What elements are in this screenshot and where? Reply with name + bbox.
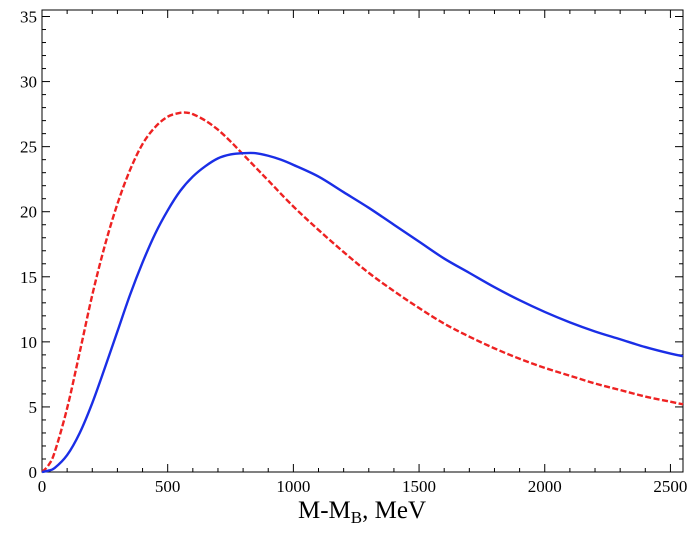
x-tick-label: 2000 xyxy=(528,477,562,496)
x-tick-label: 1000 xyxy=(276,477,310,496)
x-tick-label: 0 xyxy=(38,477,47,496)
y-tick-label: 10 xyxy=(20,333,37,352)
series-line-solid-blue xyxy=(41,151,684,474)
x-tick-label: 500 xyxy=(155,477,181,496)
axis-ticks xyxy=(41,10,683,473)
y-tick-label: 5 xyxy=(29,398,38,417)
y-tick-label: 30 xyxy=(20,73,37,92)
y-tick-label: 15 xyxy=(20,268,37,287)
x-tick-label: 1500 xyxy=(402,477,436,496)
plot-frame xyxy=(41,9,684,473)
series-line-dashed-red xyxy=(41,111,684,473)
y-tick-label: 0 xyxy=(29,463,38,482)
y-tick-label: 35 xyxy=(20,8,37,27)
axis-tick-labels: 0 500 1000 1500 2000 2500 0 5 10 15 20 25 30 35 xyxy=(20,8,687,496)
x-axis-label: M-MB, MeV xyxy=(298,497,426,527)
x-tick-label: 2500 xyxy=(653,477,687,496)
y-tick-label: 20 xyxy=(20,203,37,222)
y-tick-label: 25 xyxy=(20,138,37,157)
series-group xyxy=(41,111,684,474)
